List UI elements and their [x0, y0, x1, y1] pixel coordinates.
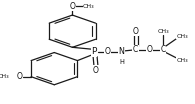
Text: C: C: [160, 45, 166, 54]
Text: CH₃: CH₃: [83, 4, 95, 9]
Text: O: O: [146, 45, 152, 54]
Text: O: O: [93, 66, 99, 75]
Text: CH₃: CH₃: [0, 74, 9, 79]
Text: O: O: [69, 2, 75, 11]
Text: CH₃: CH₃: [176, 34, 188, 39]
Text: O: O: [105, 48, 111, 56]
Text: C: C: [133, 45, 138, 54]
Text: CH₃: CH₃: [157, 29, 169, 34]
Text: O: O: [132, 27, 138, 36]
Text: O: O: [17, 72, 23, 81]
Text: CH₃: CH₃: [176, 58, 188, 63]
Text: H: H: [120, 59, 124, 65]
Text: N: N: [118, 48, 124, 56]
Text: P: P: [91, 48, 97, 56]
